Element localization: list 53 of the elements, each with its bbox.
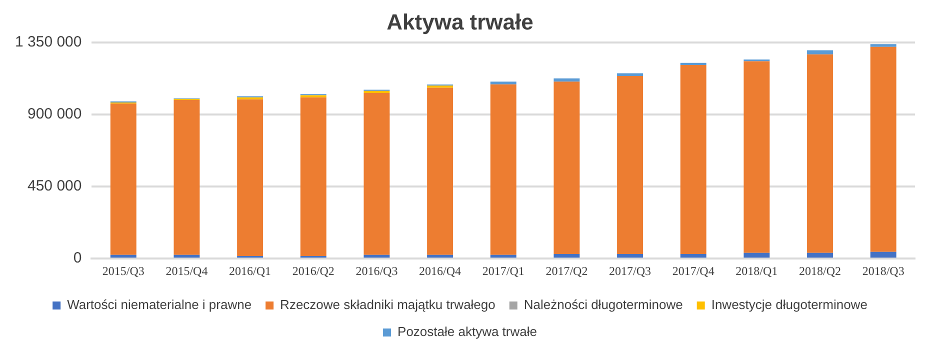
bar [680, 254, 706, 258]
x-tick-label: 2015/Q4 [166, 264, 208, 278]
bar [554, 254, 580, 258]
bar [807, 50, 833, 54]
legend-label: Należności długoterminowe [524, 297, 683, 312]
bar [110, 104, 136, 255]
bar [174, 254, 200, 258]
bar [364, 254, 390, 258]
bar [617, 254, 644, 258]
x-tick-label: 2015/Q3 [102, 264, 144, 278]
x-tick-label: 2016/Q4 [419, 264, 462, 278]
x-tick-label: 2017/Q3 [609, 264, 652, 278]
bar [870, 46, 896, 252]
bar [490, 84, 516, 255]
bar [617, 73, 644, 76]
bar [554, 78, 580, 82]
x-tick-label: 2016/Q2 [292, 264, 334, 278]
legend-label: Wartości niematerialne i prawne [67, 297, 252, 312]
bar [237, 99, 264, 256]
x-tick-label: 2016/Q3 [356, 264, 398, 278]
x-tick-label: 2018/Q2 [799, 264, 842, 278]
bar [427, 254, 454, 258]
chart-title: Aktywa trwałe [386, 9, 534, 34]
y-tick-label: 450 000 [27, 178, 82, 195]
bar [870, 44, 896, 47]
bar [744, 252, 770, 258]
bar [490, 82, 516, 84]
legend-label: Rzeczowe składniki majątku trwałego [280, 297, 496, 312]
bar [617, 76, 644, 254]
y-tick-label: 900 000 [27, 106, 82, 123]
bar [554, 82, 580, 254]
x-tick-label: 2017/Q2 [546, 264, 588, 278]
x-tick-label: 2018/Q1 [736, 264, 778, 278]
bar [364, 93, 390, 255]
x-tick-label: 2017/Q4 [672, 264, 714, 278]
bar [870, 252, 896, 258]
bar [300, 97, 326, 256]
x-tick-label: 2017/Q1 [482, 264, 524, 278]
bar [364, 90, 390, 94]
bar [110, 254, 136, 258]
bar [174, 100, 200, 255]
legend-label: Inwestycje długoterminowe [711, 297, 868, 312]
bar [807, 252, 833, 258]
bar [490, 254, 516, 258]
bar [427, 88, 454, 255]
bar [680, 64, 706, 254]
x-tick-label: 2018/Q3 [862, 264, 904, 278]
x-tick-label: 2016/Q1 [229, 264, 272, 278]
legend-label: Pozostałe aktywa trwałe [398, 324, 537, 340]
y-tick-label: 0 [73, 250, 82, 267]
bar [807, 54, 833, 253]
y-tick-label: 1 350 000 [14, 34, 82, 51]
bar [744, 61, 770, 253]
